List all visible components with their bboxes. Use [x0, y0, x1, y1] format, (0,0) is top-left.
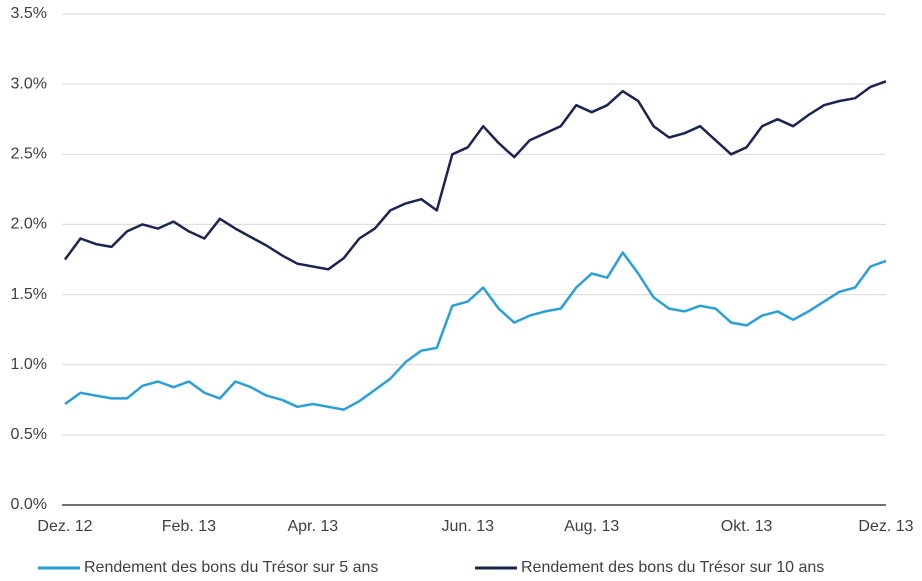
y-tick-label: 1.5% [11, 286, 47, 303]
y-tick-label: 0.0% [11, 496, 47, 513]
y-tick-label: 2.5% [11, 146, 47, 163]
x-tick-label: Dez. 12 [37, 518, 92, 535]
x-tick-label: Okt. 13 [721, 518, 773, 535]
y-tick-label: 3.5% [11, 5, 47, 22]
legend-label: Rendement des bons du Trésor sur 5 ans [84, 559, 378, 576]
x-tick-label: Dez. 13 [858, 518, 913, 535]
x-tick-label: Feb. 13 [162, 518, 216, 535]
y-tick-label: 3.0% [11, 75, 47, 92]
x-tick-label: Jun. 13 [442, 518, 495, 535]
legend-label: Rendement des bons du Trésor sur 10 ans [521, 559, 824, 576]
y-tick-label: 1.0% [11, 356, 47, 373]
series-line [63, 80, 887, 271]
y-tick-label: 0.5% [11, 426, 47, 443]
x-tick-label: Aug. 13 [564, 518, 619, 535]
y-tick-label: 2.0% [11, 216, 47, 233]
series-line [64, 251, 887, 411]
x-tick-label: Apr. 13 [287, 518, 338, 535]
